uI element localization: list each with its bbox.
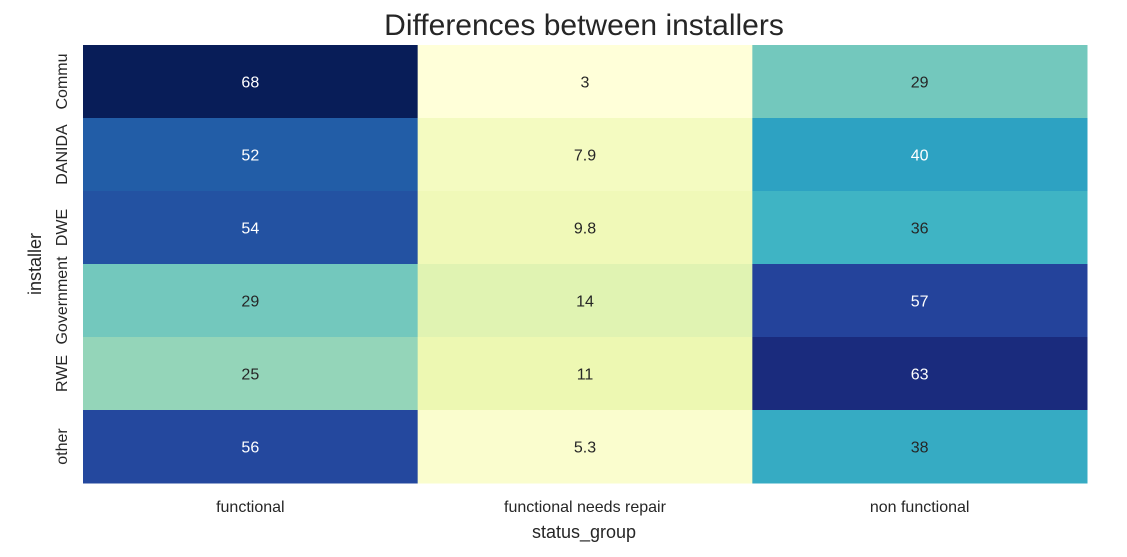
cell-value-label: 14 bbox=[576, 294, 594, 311]
heatmap-cell-labels: 68 3 29 52 7.9 40 54 9.8 36 29 14 57 25 11 63 56 5.3 38 bbox=[241, 75, 928, 457]
x-axis-ticks: functional functional needs repair non fun… bbox=[216, 499, 969, 516]
cell-value-label: 29 bbox=[911, 75, 929, 92]
y-tick-label: other bbox=[54, 428, 71, 465]
heatmap-cell bbox=[83, 45, 419, 119]
heatmap-cell bbox=[83, 264, 419, 338]
heatmap-cell bbox=[752, 410, 1088, 484]
heatmap-cell bbox=[417, 410, 753, 484]
y-axis-ticks: Commu DANIDA DWE Government RWE other bbox=[54, 53, 71, 464]
cell-value-label: 38 bbox=[911, 440, 929, 457]
heatmap-cell bbox=[417, 191, 753, 265]
cell-value-label: 29 bbox=[241, 294, 259, 311]
x-tick-label: functional bbox=[216, 499, 285, 516]
y-tick-label: DANIDA bbox=[54, 124, 71, 185]
cell-value-label: 9.8 bbox=[574, 221, 596, 238]
heatmap-cell bbox=[417, 264, 753, 338]
y-axis-label: installer bbox=[25, 233, 45, 295]
chart-title: Differences between installers bbox=[384, 9, 784, 42]
cell-value-label: 7.9 bbox=[574, 148, 596, 165]
heatmap-cell bbox=[417, 118, 753, 192]
cell-value-label: 25 bbox=[241, 367, 259, 384]
cell-value-label: 56 bbox=[241, 440, 259, 457]
y-tick-label: Government bbox=[54, 256, 71, 345]
x-tick-label: functional needs repair bbox=[504, 499, 667, 516]
cell-value-label: 68 bbox=[241, 75, 259, 92]
heatmap-cell bbox=[752, 337, 1088, 411]
heatmap-cell bbox=[752, 45, 1088, 119]
cell-value-label: 52 bbox=[241, 148, 259, 165]
cell-value-label: 54 bbox=[241, 221, 259, 238]
heatmap-cell bbox=[83, 118, 419, 192]
cell-value-label: 11 bbox=[577, 367, 594, 384]
y-tick-label: RWE bbox=[54, 355, 71, 392]
heatmap-cell bbox=[752, 264, 1088, 338]
cell-value-label: 5.3 bbox=[574, 440, 596, 457]
heatmap-cell bbox=[417, 45, 753, 119]
cell-value-label: 63 bbox=[911, 367, 929, 384]
heatmap-cell bbox=[83, 410, 419, 484]
cell-value-label: 57 bbox=[911, 294, 929, 311]
heatmap-cell bbox=[83, 191, 419, 265]
x-axis-label: status_group bbox=[532, 522, 636, 543]
heatmap-cell bbox=[417, 337, 753, 411]
heatmap-cell bbox=[752, 118, 1088, 192]
y-tick-label: Commu bbox=[54, 53, 71, 109]
y-tick-label: DWE bbox=[54, 209, 71, 246]
heatmap-cell bbox=[752, 191, 1088, 265]
cell-value-label: 36 bbox=[911, 221, 929, 238]
heatmap-cells bbox=[83, 45, 1088, 484]
cell-value-label: 3 bbox=[581, 75, 590, 92]
heatmap-cell bbox=[83, 337, 419, 411]
cell-value-label: 40 bbox=[911, 148, 929, 165]
x-tick-label: non functional bbox=[870, 499, 970, 516]
